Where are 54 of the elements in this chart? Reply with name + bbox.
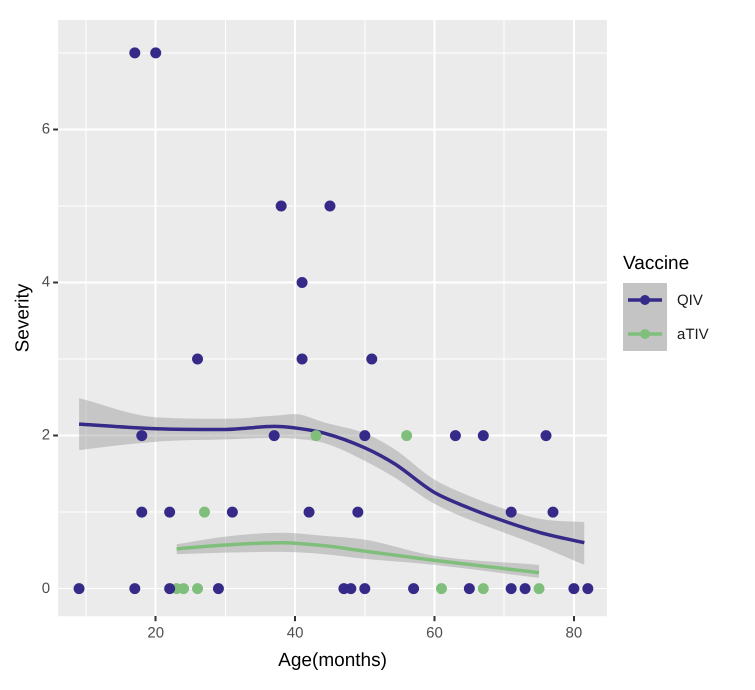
point xyxy=(359,583,370,594)
y-tick-label: 4 xyxy=(42,274,50,291)
point xyxy=(192,354,204,365)
point xyxy=(478,583,489,594)
legend-label: QIV xyxy=(677,292,703,308)
x-tick-label: 20 xyxy=(147,624,164,642)
point xyxy=(359,430,370,442)
y-axis-title: Severity xyxy=(12,283,34,352)
point xyxy=(520,583,531,594)
point xyxy=(352,506,364,518)
x-axis-title: Age(months) xyxy=(278,650,387,671)
point xyxy=(582,583,594,594)
point xyxy=(568,583,580,594)
x-tick-label: 80 xyxy=(566,624,582,642)
point xyxy=(506,506,517,518)
point xyxy=(296,354,308,365)
point xyxy=(464,583,475,594)
line-series xyxy=(174,540,541,574)
point xyxy=(164,583,176,594)
point xyxy=(296,277,308,288)
point xyxy=(226,506,238,518)
point xyxy=(199,506,210,518)
point xyxy=(310,430,322,442)
point xyxy=(540,430,552,442)
point xyxy=(129,47,140,58)
point xyxy=(478,430,489,442)
point xyxy=(150,47,162,58)
point xyxy=(408,583,420,594)
y-tick-label: 6 xyxy=(42,120,50,138)
legend-title: Vaccine xyxy=(623,253,690,275)
line-series xyxy=(77,422,586,544)
point xyxy=(450,430,461,442)
point xyxy=(136,506,148,518)
point xyxy=(268,430,280,442)
point xyxy=(74,583,85,594)
point xyxy=(534,583,545,594)
point xyxy=(164,506,176,518)
y-tick-label: 2 xyxy=(42,426,50,444)
y-tick-label: 0 xyxy=(42,580,50,597)
legend-label: aTIV xyxy=(677,326,709,342)
point xyxy=(506,583,517,594)
point xyxy=(366,354,378,365)
point xyxy=(401,430,412,442)
point xyxy=(324,200,336,212)
point xyxy=(436,583,447,594)
x-tick-label: 40 xyxy=(286,624,304,642)
point xyxy=(304,506,315,518)
point xyxy=(136,430,148,442)
point xyxy=(276,200,287,212)
point xyxy=(547,506,558,518)
point xyxy=(129,583,140,594)
x-tick-label: 60 xyxy=(426,624,443,642)
point xyxy=(212,583,224,594)
point xyxy=(192,583,204,594)
